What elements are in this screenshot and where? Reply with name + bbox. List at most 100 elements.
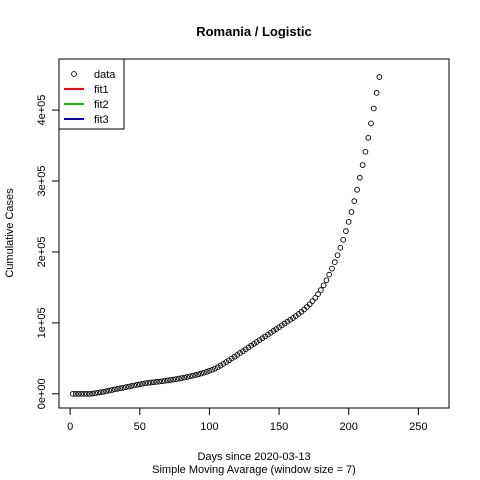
data-point <box>343 228 349 235</box>
data-point <box>167 377 174 383</box>
y-axis: 0e+00 1e+05 2e+05 3e+05 4e+05 <box>36 95 59 409</box>
data-point <box>131 382 138 389</box>
legend-label: fit1 <box>94 84 109 96</box>
data-point <box>376 74 383 80</box>
data-point <box>106 387 112 394</box>
data-point <box>370 105 377 112</box>
plot-frame <box>58 58 450 409</box>
data-point <box>228 355 235 362</box>
data-point <box>373 90 380 96</box>
data-point <box>95 389 101 396</box>
data-point <box>145 379 151 386</box>
data-point <box>184 374 190 380</box>
data-point <box>175 375 182 382</box>
y-tick-label: 2e+05 <box>36 236 48 267</box>
data-point <box>359 162 366 168</box>
legend-box <box>58 58 125 130</box>
x-tick-label: 200 <box>340 421 358 433</box>
data-point <box>223 359 229 365</box>
data-point <box>354 186 360 193</box>
y-tick-label: 0e+00 <box>36 378 48 409</box>
data-point <box>128 383 135 389</box>
y-axis-label: Cumulative Cases <box>4 188 16 278</box>
y-tick-label: 1e+05 <box>36 307 48 338</box>
data-point <box>153 379 160 385</box>
data-point <box>323 277 330 284</box>
data-point <box>206 368 213 374</box>
legend-label: fit3 <box>94 114 109 126</box>
data-point <box>86 390 93 397</box>
data-point <box>181 374 188 381</box>
data-point <box>136 381 143 388</box>
data-point <box>362 148 369 155</box>
data-point <box>209 366 216 373</box>
y-tick-label: 3e+05 <box>36 166 48 197</box>
data-point <box>109 387 115 393</box>
data-point <box>187 373 193 380</box>
data-point <box>351 198 358 205</box>
data-point <box>334 252 341 259</box>
data-point <box>142 380 149 387</box>
data-point <box>195 371 202 378</box>
data-point <box>365 134 372 141</box>
data-point <box>125 383 132 390</box>
x-tick-label: 250 <box>409 421 427 433</box>
x-axis-label: Days since 2020-03-13 <box>197 451 310 463</box>
data-point <box>357 174 363 181</box>
data-point <box>340 236 346 243</box>
data-point <box>368 120 374 127</box>
data-point <box>159 378 165 385</box>
data-point <box>156 378 163 385</box>
data-point <box>134 382 140 388</box>
data-point <box>203 369 210 375</box>
data-point <box>173 376 179 382</box>
data-point <box>198 370 204 377</box>
data-point <box>178 375 185 381</box>
legend-label: fit2 <box>94 99 109 111</box>
data-point <box>162 377 168 384</box>
data-points <box>70 74 383 397</box>
data-point <box>192 372 199 378</box>
x-tick-label: 150 <box>270 421 288 433</box>
x-tick-label: 50 <box>134 421 146 433</box>
data-point <box>81 390 87 397</box>
data-point <box>120 384 126 391</box>
data-point <box>117 385 124 392</box>
data-point <box>189 372 196 379</box>
data-point <box>331 259 338 266</box>
x-axis-sublabel: Simple Moving Avarage (window size = 7) <box>152 464 356 476</box>
data-point <box>139 380 146 387</box>
data-point <box>75 390 82 397</box>
data-point <box>70 390 76 397</box>
data-point <box>89 390 96 397</box>
data-point <box>212 365 218 372</box>
x-axis: 0 50 100 150 200 250 <box>67 408 428 433</box>
data-point <box>312 294 319 301</box>
legend-items: data fit1 fit2 fit3 <box>64 69 116 126</box>
data-point <box>320 282 327 289</box>
data-point <box>318 287 324 293</box>
data-point <box>72 390 79 397</box>
data-point <box>150 379 157 386</box>
data-point <box>111 386 118 393</box>
data-point <box>309 298 316 305</box>
data-point <box>123 384 129 390</box>
data-point <box>164 377 171 384</box>
data-point <box>97 389 104 396</box>
data-point <box>78 390 85 397</box>
data-point <box>84 390 90 397</box>
data-point <box>170 376 177 383</box>
data-point <box>201 369 207 376</box>
data-point <box>114 385 121 392</box>
data-point <box>148 379 154 386</box>
data-point <box>329 265 335 272</box>
legend-point-marker <box>71 71 77 77</box>
data-point <box>217 362 224 369</box>
y-tick-label: 4e+05 <box>36 95 48 126</box>
data-point <box>345 219 352 225</box>
legend-label: data <box>94 69 116 81</box>
data-point <box>214 364 221 371</box>
data-point <box>103 388 110 394</box>
